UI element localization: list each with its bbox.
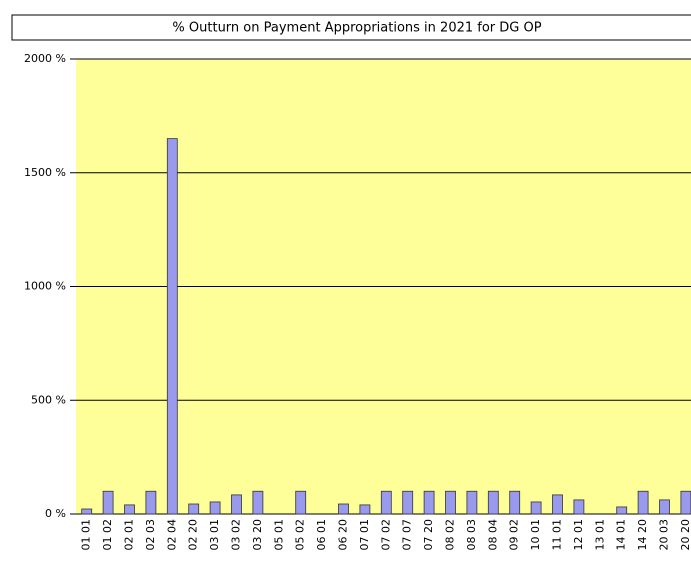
bar (466, 490, 478, 515)
x-tick-label: 01 02 (101, 519, 114, 551)
bar (487, 490, 499, 515)
x-tick-label: 14 20 (636, 519, 649, 551)
chart-title: % Outturn on Payment Appropriations in 2… (172, 21, 541, 36)
x-tick-label: 08 02 (444, 519, 457, 551)
bar (616, 506, 628, 515)
x-tick-label: 03 20 (251, 519, 264, 551)
bar (295, 490, 307, 515)
bar (423, 490, 435, 515)
x-tick-label: 10 01 (529, 519, 542, 551)
title-box (11, 14, 691, 41)
y-tick-label: 1000 % (24, 280, 66, 293)
y-tick-label: 1500 % (24, 166, 66, 179)
x-tick-label: 02 20 (187, 519, 200, 551)
bar (659, 499, 670, 515)
x-tick-label: 09 02 (508, 519, 521, 551)
x-tick-label: 05 01 (272, 519, 285, 551)
x-tick-label: 06 01 (315, 519, 328, 551)
x-tick-label: 05 02 (294, 519, 307, 551)
x-tick-label: 20 20 (679, 519, 691, 551)
y-tick-label: 500 % (31, 393, 66, 406)
x-tick-label: 14 01 (615, 519, 628, 551)
bar (81, 508, 93, 515)
x-tick-label: 02 03 (144, 519, 157, 551)
y-tick-label: 2000 % (24, 52, 66, 65)
bar (252, 490, 264, 515)
bar (188, 503, 200, 515)
x-tick-label: 07 20 (422, 519, 435, 551)
bar (509, 490, 521, 515)
x-tick-label: 12 01 (572, 519, 585, 551)
bar (338, 503, 349, 515)
x-tick-label: 13 01 (593, 519, 606, 551)
x-tick-label: 08 03 (465, 519, 478, 551)
x-tick-label: 02 01 (123, 519, 136, 551)
bar (124, 504, 135, 515)
x-tick-label: 03 01 (208, 519, 221, 551)
y-tick-label: 0 % (45, 507, 66, 520)
x-tick-label: 07 02 (379, 519, 392, 551)
bar (445, 490, 456, 515)
bar (359, 504, 371, 515)
bar (166, 138, 178, 515)
x-tick-label: 01 01 (80, 519, 93, 551)
x-tick-label: 08 04 (486, 519, 499, 551)
x-tick-label: 07 07 (401, 519, 414, 551)
bar (209, 501, 221, 515)
bar (380, 490, 392, 515)
bar (680, 490, 691, 515)
bar (102, 490, 114, 515)
bar (145, 490, 157, 515)
bar (573, 499, 585, 515)
x-tick-label: 03 02 (230, 519, 243, 551)
bar (402, 490, 414, 515)
x-tick-label: 07 01 (358, 519, 371, 551)
x-tick-label: 11 01 (551, 519, 564, 551)
x-tick-label: 02 04 (165, 519, 178, 551)
x-tick-label: 06 20 (337, 519, 350, 551)
bar (637, 490, 649, 515)
bar (530, 501, 542, 515)
x-tick-label: 20 03 (658, 519, 671, 551)
bar (231, 494, 242, 515)
bar (552, 494, 563, 515)
